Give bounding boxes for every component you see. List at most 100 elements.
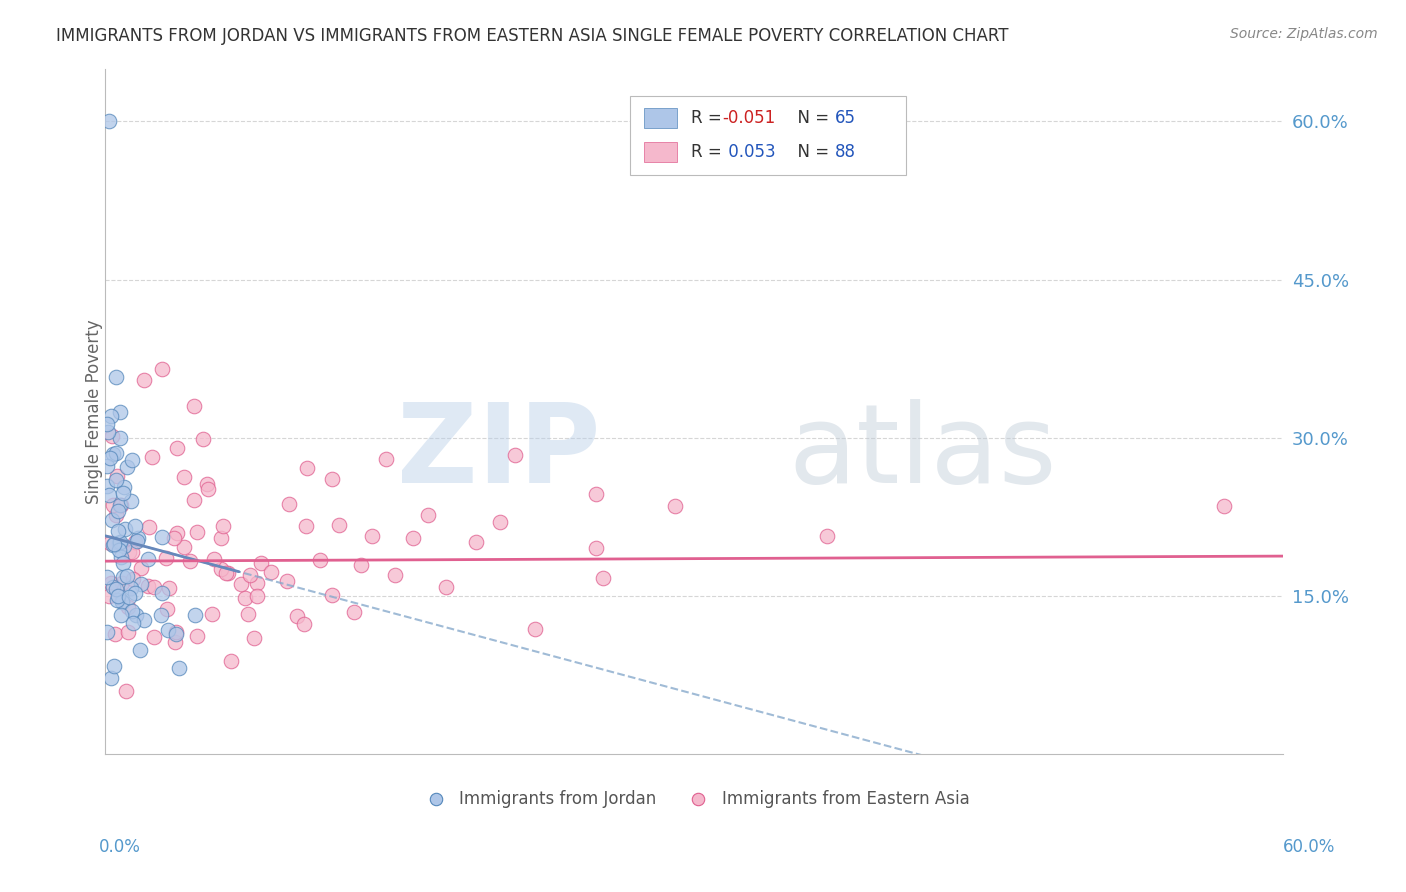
- Point: [111, 576, 134, 591]
- Point: [524, 623, 547, 637]
- Point: [165, 627, 187, 641]
- Point: [221, 654, 243, 668]
- Point: [328, 517, 350, 532]
- Point: [217, 566, 239, 581]
- Point: [209, 531, 232, 545]
- Point: [114, 522, 136, 536]
- Text: Source: ZipAtlas.com: Source: ZipAtlas.com: [1230, 27, 1378, 41]
- Point: [122, 616, 145, 631]
- Point: [186, 524, 208, 539]
- Point: [108, 535, 131, 549]
- Point: [101, 538, 124, 552]
- Legend: Immigrants from Jordan, Immigrants from Eastern Asia: Immigrants from Jordan, Immigrants from …: [413, 783, 976, 814]
- Point: [129, 577, 152, 591]
- Point: [120, 581, 142, 595]
- Point: [107, 589, 129, 603]
- Point: [103, 537, 125, 551]
- Point: [100, 671, 122, 685]
- Text: IMMIGRANTS FROM JORDAN VS IMMIGRANTS FROM EASTERN ASIA SINGLE FEMALE POVERTY COR: IMMIGRANTS FROM JORDAN VS IMMIGRANTS FRO…: [56, 27, 1008, 45]
- Point: [105, 508, 128, 522]
- Point: [202, 552, 225, 566]
- Point: [121, 453, 143, 467]
- Point: [166, 624, 188, 639]
- Point: [276, 574, 298, 589]
- Point: [110, 498, 132, 512]
- Point: [105, 592, 128, 607]
- Point: [114, 684, 136, 698]
- Point: [592, 571, 614, 585]
- Point: [260, 565, 283, 579]
- Point: [97, 488, 120, 502]
- Point: [201, 607, 224, 622]
- Point: [107, 524, 129, 538]
- Point: [96, 569, 118, 583]
- Point: [212, 519, 235, 533]
- Point: [585, 487, 607, 501]
- Point: [105, 369, 128, 384]
- Point: [105, 446, 128, 460]
- Point: [104, 626, 127, 640]
- Point: [375, 451, 398, 466]
- Point: [209, 562, 232, 576]
- Point: [97, 425, 120, 439]
- Point: [136, 579, 159, 593]
- Text: N =: N =: [787, 144, 835, 161]
- Point: [297, 460, 319, 475]
- Point: [233, 591, 256, 605]
- Point: [132, 373, 155, 387]
- Point: [98, 536, 121, 550]
- Point: [132, 613, 155, 627]
- Point: [136, 552, 159, 566]
- Point: [96, 479, 118, 493]
- Point: [115, 459, 138, 474]
- Point: [117, 600, 139, 615]
- Point: [285, 609, 308, 624]
- Point: [111, 595, 134, 609]
- Point: [98, 114, 121, 128]
- Text: 65: 65: [835, 109, 856, 127]
- Point: [138, 520, 160, 534]
- Point: [129, 643, 152, 657]
- Point: [121, 544, 143, 558]
- Point: [465, 535, 488, 549]
- Point: [215, 566, 238, 580]
- Point: [105, 468, 128, 483]
- Point: [173, 470, 195, 484]
- FancyBboxPatch shape: [644, 142, 676, 162]
- Text: R =: R =: [690, 144, 727, 161]
- Point: [143, 630, 166, 644]
- Point: [585, 541, 607, 555]
- Text: -0.051: -0.051: [723, 109, 776, 127]
- Point: [105, 582, 128, 596]
- Point: [143, 580, 166, 594]
- Point: [100, 409, 122, 424]
- Text: 0.053: 0.053: [723, 144, 775, 161]
- Point: [195, 476, 218, 491]
- Point: [418, 508, 440, 523]
- Point: [110, 549, 132, 564]
- Point: [150, 531, 173, 545]
- Point: [127, 533, 149, 548]
- Text: 88: 88: [835, 144, 856, 161]
- FancyBboxPatch shape: [630, 96, 907, 175]
- Point: [107, 542, 129, 557]
- Point: [141, 450, 163, 465]
- Text: 60.0%: 60.0%: [1284, 838, 1336, 856]
- Point: [110, 608, 132, 623]
- Point: [321, 472, 343, 486]
- Point: [231, 576, 253, 591]
- Point: [150, 608, 173, 623]
- Point: [321, 588, 343, 602]
- Point: [115, 568, 138, 582]
- Point: [166, 442, 188, 456]
- Point: [183, 492, 205, 507]
- Point: [384, 568, 406, 582]
- Point: [239, 568, 262, 582]
- Text: ZIP: ZIP: [396, 399, 600, 506]
- Point: [100, 513, 122, 527]
- Point: [664, 499, 686, 513]
- Point: [125, 607, 148, 622]
- Point: [488, 515, 510, 529]
- Point: [150, 362, 173, 376]
- Point: [111, 594, 134, 608]
